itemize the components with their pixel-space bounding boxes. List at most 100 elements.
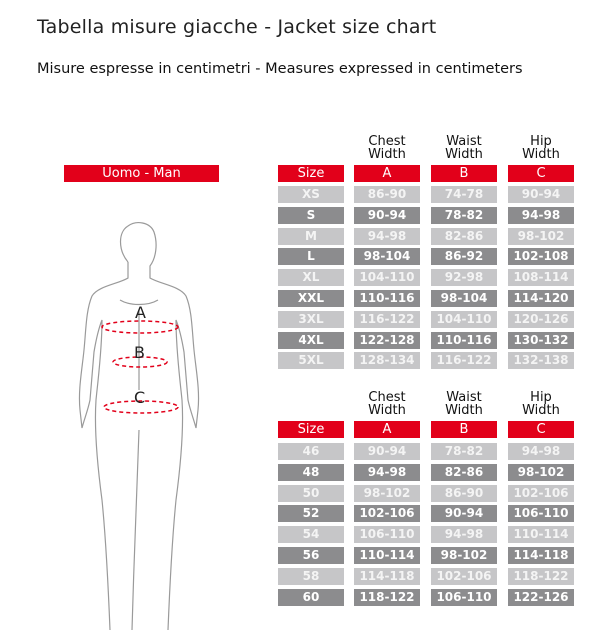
waist-measure-line xyxy=(112,356,168,368)
column-header: C xyxy=(508,421,574,438)
measure-cell: 98-102 xyxy=(431,547,497,564)
size-cell: 5XL xyxy=(278,352,344,370)
measure-cell: 94-98 xyxy=(508,206,574,224)
body-outline xyxy=(78,222,200,630)
size-cell: 3XL xyxy=(278,310,344,328)
measure-cell: 116-122 xyxy=(354,310,420,328)
label-b: B xyxy=(134,343,145,362)
measure-cell: 128-134 xyxy=(354,352,420,370)
measure-cell: 98-102 xyxy=(508,227,574,245)
column-header: A xyxy=(354,421,420,438)
size-cell: XL xyxy=(278,269,344,287)
measure-cell: 110-116 xyxy=(354,290,420,307)
measure-cell: 104-110 xyxy=(354,269,420,287)
measure-cell: 102-106 xyxy=(431,567,497,585)
size-cell: S xyxy=(278,206,344,224)
column-header: C xyxy=(508,165,574,182)
size-cell: 4XL xyxy=(278,331,344,349)
column-title: Chest xyxy=(368,134,406,149)
measure-cell: 114-120 xyxy=(508,290,574,307)
column-title: Width xyxy=(522,403,560,418)
size-cell: XXL xyxy=(278,290,344,307)
measure-cell: 132-138 xyxy=(508,352,574,370)
size-cell: XS xyxy=(278,186,344,203)
chest-measure-line xyxy=(101,320,179,334)
page-subtitle: Misure espresse in centimetri - Measures… xyxy=(37,61,523,77)
column-title: Width xyxy=(445,147,483,162)
column-title: Width xyxy=(445,403,483,418)
column-title: Waist xyxy=(446,134,482,149)
column-title: Waist xyxy=(446,390,482,405)
column-header: Size xyxy=(278,421,344,438)
column-title: Chest xyxy=(368,390,406,405)
measure-cell: 92-98 xyxy=(431,269,497,287)
measure-cell: 106-110 xyxy=(354,526,420,544)
measure-cell: 98-104 xyxy=(354,248,420,266)
measure-cell: 108-114 xyxy=(508,269,574,287)
measure-cell: 98-104 xyxy=(431,290,497,307)
size-cell: L xyxy=(278,248,344,266)
measure-cell: 118-122 xyxy=(354,588,420,606)
hip-measure-line xyxy=(103,400,179,414)
measure-cell: 82-86 xyxy=(431,463,497,481)
size-cell: 50 xyxy=(278,484,344,502)
measure-cell: 122-128 xyxy=(354,331,420,349)
measure-cell: 98-102 xyxy=(508,463,574,481)
measure-cell: 94-98 xyxy=(431,526,497,544)
measure-cell: 120-126 xyxy=(508,310,574,328)
measure-cell: 114-118 xyxy=(354,567,420,585)
gender-label: Uomo - Man xyxy=(64,165,219,182)
measure-cell: 118-122 xyxy=(508,567,574,585)
measure-cell: 110-116 xyxy=(431,331,497,349)
measure-cell: 114-118 xyxy=(508,547,574,564)
measure-cell: 82-86 xyxy=(431,227,497,245)
measure-cell: 90-94 xyxy=(431,505,497,523)
column-title: Hip xyxy=(530,134,552,149)
measure-cell: 116-122 xyxy=(431,352,497,370)
size-cell: 48 xyxy=(278,463,344,481)
measure-cell: 102-106 xyxy=(508,484,574,502)
measure-cell: 102-106 xyxy=(354,505,420,523)
measure-cell: 104-110 xyxy=(431,310,497,328)
measurement-lines xyxy=(101,320,179,414)
measure-cell: 122-126 xyxy=(508,588,574,606)
measure-cell: 78-82 xyxy=(431,443,497,460)
column-header: B xyxy=(431,165,497,182)
measure-cell: 94-98 xyxy=(354,463,420,481)
measure-cell: 90-94 xyxy=(354,206,420,224)
label-c: C xyxy=(134,388,146,407)
column-title: Width xyxy=(368,403,406,418)
size-cell: 58 xyxy=(278,567,344,585)
label-a: A xyxy=(135,303,146,322)
page-title: Tabella misure giacche - Jacket size cha… xyxy=(37,16,437,38)
measure-cell: 106-110 xyxy=(431,588,497,606)
measure-cell: 106-110 xyxy=(508,505,574,523)
measure-cell: 74-78 xyxy=(431,186,497,203)
measure-cell: 86-90 xyxy=(354,186,420,203)
measure-cell: 90-94 xyxy=(354,443,420,460)
measure-cell: 110-114 xyxy=(508,526,574,544)
size-cell: 60 xyxy=(278,588,344,606)
measure-cell: 130-132 xyxy=(508,331,574,349)
measure-cell: 78-82 xyxy=(431,206,497,224)
column-header: B xyxy=(431,421,497,438)
measure-cell: 86-90 xyxy=(431,484,497,502)
measure-cell: 110-114 xyxy=(354,547,420,564)
measure-cell: 98-102 xyxy=(354,484,420,502)
size-cell: 56 xyxy=(278,547,344,564)
size-cell: 54 xyxy=(278,526,344,544)
size-cell: 52 xyxy=(278,505,344,523)
size-cell: M xyxy=(278,227,344,245)
column-header: A xyxy=(354,165,420,182)
measure-cell: 86-92 xyxy=(431,248,497,266)
column-title: Width xyxy=(368,147,406,162)
column-title: Width xyxy=(522,147,560,162)
measure-cell: 90-94 xyxy=(508,186,574,203)
measure-cell: 102-108 xyxy=(508,248,574,266)
measure-cell: 94-98 xyxy=(354,227,420,245)
measure-cell: 94-98 xyxy=(508,443,574,460)
column-header: Size xyxy=(278,165,344,182)
size-cell: 46 xyxy=(278,443,344,460)
